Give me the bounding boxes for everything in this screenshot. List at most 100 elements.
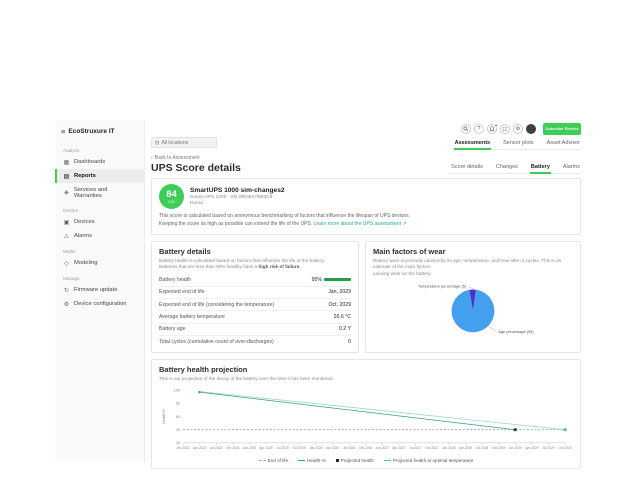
device-model-serial: Smart-UPS 1000 · SN WE0847NB3C9 [190, 195, 273, 200]
legend-marker [298, 460, 306, 462]
x-tick-label: Oct 2028 [492, 446, 505, 450]
x-tick-label: Oct 2027 [425, 446, 438, 450]
y-tick-label: 100 [174, 389, 180, 393]
firmware-update-icon: ↻ [63, 287, 70, 294]
location-filter[interactable] [151, 137, 217, 148]
sidebar-item-dashboards[interactable]: ▦ Dashboards [55, 155, 144, 169]
location-search-input[interactable] [161, 139, 213, 146]
x-tick-label: Apr 2028 [459, 446, 472, 450]
legend-marker [335, 459, 339, 463]
settings-button[interactable]: ⚙ [513, 124, 523, 134]
battery-details-title: Battery details [159, 246, 211, 256]
wear-panel-description: Battery wear is primarily caused by its … [373, 258, 573, 278]
brand: ≡ EcoStruxure IT [55, 125, 144, 142]
sidebar-item-label: Device configuration [74, 301, 127, 307]
x-tick-label: Apr 2024 [193, 446, 206, 450]
apps-grid-icon [503, 127, 507, 131]
x-tick-label: Jul 2029 [542, 446, 555, 450]
main-content: ? ⚙ Schneider Electric Assessments Se [145, 120, 585, 470]
y-tick-label: 40 [176, 428, 180, 432]
pie-leader-line [487, 325, 497, 332]
row-value: 26.6 °C [333, 313, 351, 320]
tab-changes[interactable]: Changes [495, 164, 518, 170]
x-tick-label: Jan 2026 [309, 446, 323, 450]
battery-health-bar [324, 278, 351, 282]
battery-desc-line1: Battery health is calculated based on fa… [159, 257, 325, 263]
sidebar-item-devices[interactable]: ▣ Devices [55, 215, 144, 229]
legend-item: Projected health [335, 458, 374, 464]
apps-button[interactable] [500, 124, 510, 134]
score-badge: 84 /100 [159, 184, 184, 209]
row-label: Battery age [159, 326, 186, 333]
menu-icon[interactable]: ≡ [61, 127, 66, 136]
sidebar-item-alarms[interactable]: ⚠ Alarms [55, 229, 144, 243]
bell-icon [489, 126, 495, 132]
tab-assessments[interactable]: Assessments [453, 138, 492, 150]
series-line [199, 391, 516, 431]
tab-alarms[interactable]: Alarms [562, 164, 580, 170]
battery-health-value: 95% [311, 276, 322, 283]
score-description: This score is calculated based on anonym… [159, 213, 573, 229]
nav-section-manage: Manage [63, 276, 80, 281]
sidebar-item-label: Reports [74, 173, 96, 179]
x-tick-label: Oct 2026 [359, 446, 372, 450]
y-tick-label: 60 [176, 415, 180, 419]
device-name: SmartUPS 1000 sim-changes2 [190, 186, 285, 194]
table-row: Battery health 95% [159, 274, 351, 287]
help-button[interactable]: ? [474, 124, 484, 134]
app-window: ≡ EcoStruxure IT Analyze ▦ Dashboards ▤ … [55, 120, 585, 470]
modeling-icon: ◇ [64, 260, 69, 267]
back-link[interactable]: ‹ Back to Assessment [151, 155, 581, 161]
tab-battery[interactable]: Battery [529, 162, 551, 174]
title-row: UPS Score details Score details Changes … [151, 162, 581, 174]
score-row: 84 /100 SmartUPS 1000 sim-changes2 Smart… [159, 184, 573, 209]
row-label: Average battery temperature [159, 313, 225, 320]
top-header: ? ⚙ Schneider Electric [151, 123, 581, 135]
back-chevron-icon: ‹ [151, 155, 153, 161]
section-tabs: Score details Changes Battery Alarms [450, 162, 581, 174]
x-tick-label: Jul 2028 [476, 446, 489, 450]
y-axis-label: Health % [162, 409, 166, 424]
row-value: Jan, 2029 [328, 289, 351, 296]
row-label: Total cycles (cumulative count of over-d… [159, 338, 274, 345]
legend-marker [258, 460, 266, 462]
row-value: 95% [312, 277, 351, 283]
legend-item: Health % [298, 458, 326, 463]
notification-badge [493, 123, 498, 128]
search-button[interactable] [461, 124, 471, 134]
sidebar-item-reports[interactable]: ▤ Reports [55, 169, 144, 183]
row-value: Oct, 2029 [328, 301, 352, 308]
location-icon [155, 140, 159, 145]
sidebar-item-services-warranties[interactable]: ◈ Services and Warranties [55, 183, 144, 202]
sidebar-item-firmware-update[interactable]: ↻ Firmware update [55, 283, 144, 297]
tab-score-details[interactable]: Score details [451, 164, 483, 170]
wear-desc-line1: Battery wear is primarily caused by its … [373, 257, 562, 270]
sidebar-item-modeling[interactable]: ◇ Modeling [55, 256, 144, 270]
legend-label: Projected health [340, 458, 374, 464]
tab-sensor-plots[interactable]: Sensor plots [503, 140, 534, 146]
app-name: EcoStruxure IT [68, 128, 115, 135]
x-tick-label: Apr 2025 [259, 446, 272, 450]
dashboards-icon: ▦ [63, 159, 70, 166]
legend-label: End of life [267, 458, 289, 464]
tab-asset-advisor[interactable]: Asset Advisor [546, 140, 580, 146]
sidebar-item-label: Services and Warranties [73, 186, 108, 199]
x-tick-label: Jan 2025 [243, 446, 257, 450]
sidebar: ≡ EcoStruxure IT Analyze ▦ Dashboards ▤ … [55, 120, 145, 462]
projection-line-chart: 20 40 60 80 100 Health % Jan 2024 Apr 2024 Jul 2… [162, 389, 572, 450]
page-tabs: Assessments Sensor plots Asset Advisor [453, 138, 581, 150]
device-configuration-icon: ⚙ [63, 301, 70, 308]
alarms-icon: ⚠ [63, 233, 70, 240]
search-icon [463, 126, 469, 132]
help-icon: ? [477, 126, 481, 132]
pie-leader-line [468, 286, 475, 290]
x-tick-label: Oct 2024 [226, 446, 239, 450]
sidebar-item-device-configuration[interactable]: ⚙ Device configuration [55, 297, 144, 311]
learn-more-link[interactable]: Learn more about the UPS assessment ↗ [313, 220, 407, 227]
user-avatar[interactable] [526, 124, 536, 134]
y-tick-label: 20 [176, 441, 180, 445]
notifications-button[interactable] [487, 123, 498, 134]
x-tick-label: Apr 2026 [326, 446, 339, 450]
score-description-line2: Keeping the score as high as possible ca… [159, 220, 313, 227]
battery-desc-line2-prefix: Batteries that are less than 90% healthy… [159, 264, 259, 270]
